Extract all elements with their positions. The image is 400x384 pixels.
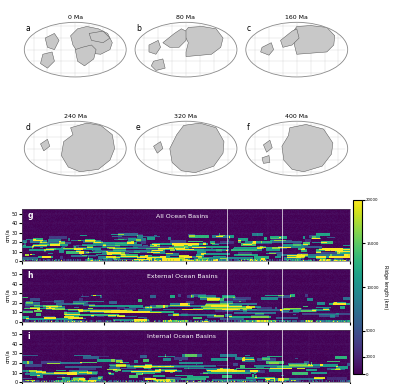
Polygon shape — [292, 26, 335, 54]
Polygon shape — [89, 31, 110, 43]
Text: All Ocean Basins: All Ocean Basins — [156, 214, 208, 218]
Text: 160 Ma: 160 Ma — [285, 15, 308, 20]
Y-axis label: Ridge length (km): Ridge length (km) — [383, 265, 388, 309]
Text: d: d — [25, 122, 30, 132]
Text: h: h — [28, 271, 33, 280]
Text: External Ocean Basins: External Ocean Basins — [146, 274, 217, 279]
Polygon shape — [40, 139, 50, 151]
Text: Internal Ocean Basins: Internal Ocean Basins — [147, 334, 216, 339]
Text: i: i — [28, 331, 30, 341]
Polygon shape — [45, 33, 59, 50]
Text: b: b — [136, 24, 141, 33]
Y-axis label: cm/a: cm/a — [5, 288, 10, 303]
Polygon shape — [184, 26, 223, 56]
Polygon shape — [71, 26, 112, 54]
Polygon shape — [264, 140, 272, 152]
Polygon shape — [154, 142, 163, 153]
Polygon shape — [149, 40, 160, 54]
Polygon shape — [170, 123, 224, 173]
Text: 0 Ma: 0 Ma — [68, 15, 83, 20]
Ellipse shape — [246, 121, 348, 176]
Polygon shape — [163, 29, 186, 47]
Ellipse shape — [24, 22, 126, 77]
Text: a: a — [25, 24, 30, 33]
Y-axis label: cm/a: cm/a — [5, 228, 10, 242]
Ellipse shape — [246, 22, 348, 77]
Polygon shape — [151, 59, 165, 71]
Polygon shape — [262, 156, 270, 163]
Polygon shape — [40, 52, 54, 68]
Polygon shape — [61, 123, 115, 172]
Y-axis label: cm/a: cm/a — [5, 349, 10, 363]
Text: g: g — [28, 211, 33, 220]
Polygon shape — [261, 43, 274, 55]
Text: 320 Ma: 320 Ma — [174, 114, 198, 119]
Text: 80 Ma: 80 Ma — [176, 15, 196, 20]
Text: 240 Ma: 240 Ma — [64, 114, 87, 119]
Text: c: c — [247, 24, 251, 33]
Polygon shape — [280, 29, 299, 47]
Ellipse shape — [135, 22, 237, 77]
Text: f: f — [247, 122, 250, 132]
Text: e: e — [136, 122, 141, 132]
Ellipse shape — [135, 121, 237, 176]
Text: 400 Ma: 400 Ma — [285, 114, 308, 119]
Polygon shape — [282, 124, 333, 172]
Polygon shape — [75, 45, 96, 66]
Ellipse shape — [24, 121, 126, 176]
